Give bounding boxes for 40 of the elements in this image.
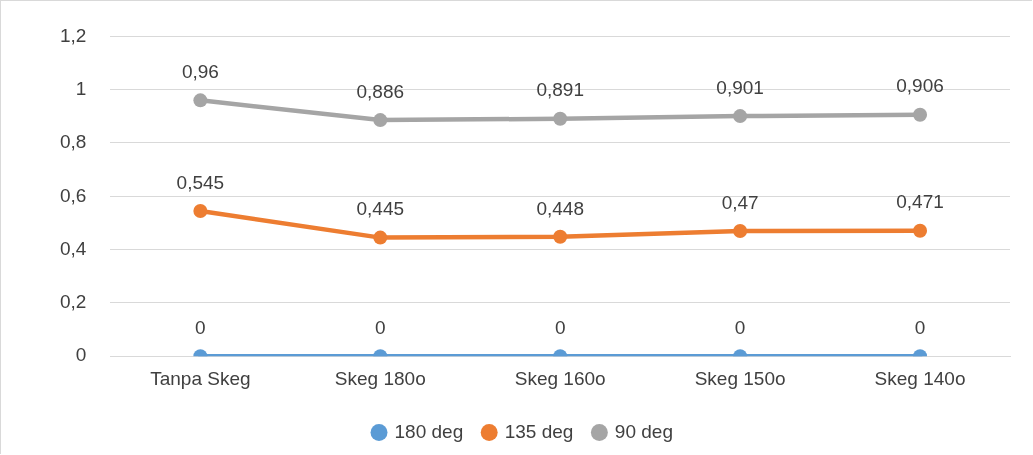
y-tick-label: 0,8 <box>59 131 87 153</box>
data-label: 0 <box>734 316 746 338</box>
data-label: 0,448 <box>536 197 584 219</box>
data-label: 0,891 <box>536 79 584 101</box>
data-label: 0,545 <box>176 171 225 193</box>
point <box>373 113 388 128</box>
point <box>553 111 568 126</box>
data-label: 0 <box>554 316 566 338</box>
data-label: 0,886 <box>356 80 405 102</box>
y-tick-label: 1,2 <box>59 24 87 46</box>
point <box>913 223 928 238</box>
x-tick-label: Tanpa Skeg <box>150 367 251 389</box>
x-tick-label: Skeg 180o <box>334 367 426 389</box>
point <box>193 203 208 218</box>
point <box>553 229 568 244</box>
data-label: 0,47 <box>721 191 759 213</box>
x-tick-label: Skeg 140o <box>874 367 966 389</box>
point <box>913 107 928 122</box>
data-label: 0,445 <box>356 198 405 220</box>
point <box>733 223 748 238</box>
data-label: 0 <box>914 316 926 338</box>
data-label: 0,96 <box>181 61 219 83</box>
y-tick-label: 0 <box>75 344 87 366</box>
point <box>193 93 208 108</box>
point <box>733 109 748 124</box>
legend-label: 180 deg <box>394 420 464 442</box>
data-label: 0 <box>375 316 386 338</box>
legend-label: 90 deg <box>614 420 673 442</box>
y-tick-label: 0,2 <box>59 291 87 313</box>
x-tick-label: Skeg 160o <box>514 367 606 389</box>
data-label: 0,471 <box>896 191 944 213</box>
point <box>373 230 388 245</box>
data-label: 0,906 <box>896 75 944 97</box>
x-tick-label: Skeg 150o <box>694 367 786 389</box>
data-label: 0 <box>195 316 206 338</box>
data-label: 0,901 <box>716 76 764 98</box>
y-tick-label: 0,6 <box>59 184 87 206</box>
legend-label: 135 deg <box>504 420 574 442</box>
y-tick-label: 0,4 <box>59 237 87 259</box>
y-tick-label: 1 <box>75 77 87 99</box>
